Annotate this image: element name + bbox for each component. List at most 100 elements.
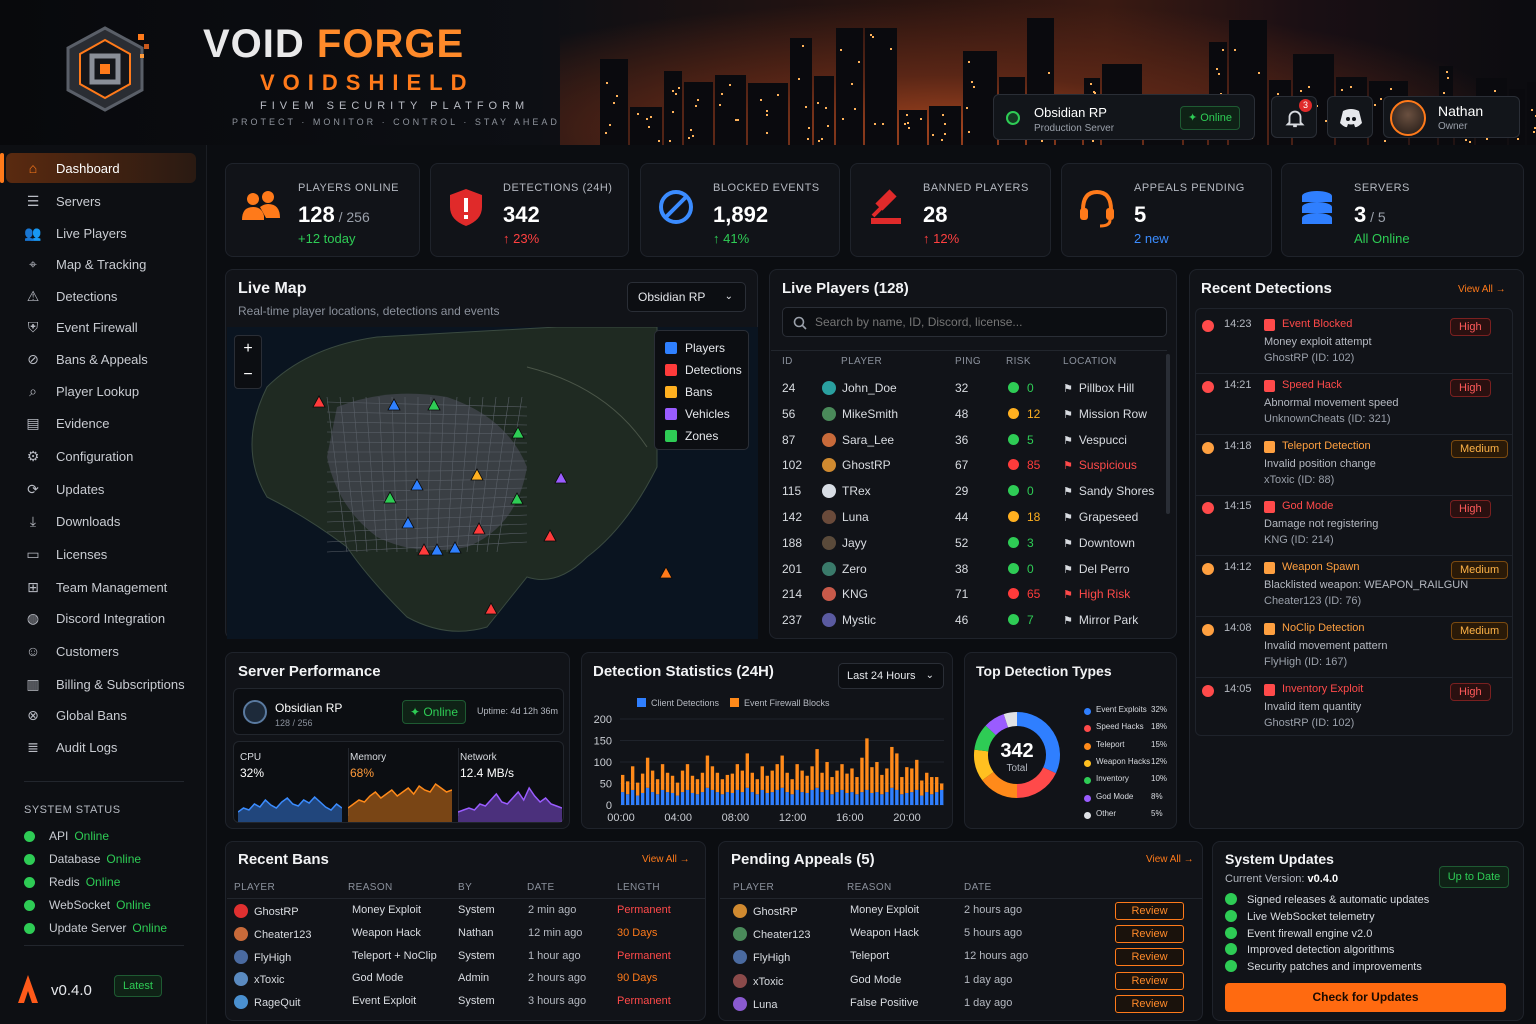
stat-card-servers[interactable]: SERVERS 3 / 5 All Online [1281,163,1524,257]
sidebar-item-evidence[interactable]: ▤ Evidence [6,408,196,438]
zoom-in-button[interactable]: + [243,340,253,357]
sidebar-item-bans-appeals[interactable]: ⊘ Bans & Appeals [6,344,196,374]
sidebar-item-configuration[interactable]: ⚙ Configuration [6,441,196,471]
zoom-out-button[interactable]: − [243,366,253,383]
review-button[interactable]: Review [1115,971,1184,990]
map-marker-icon[interactable] [511,426,525,439]
stats-range-select[interactable]: Last 24 Hours ⌄ [838,663,944,689]
appeals-view-all-link[interactable]: View All → [1146,854,1194,865]
sidebar-item-customers[interactable]: ☺ Customers [6,636,196,666]
bar-event-firewall-blocks [730,773,735,793]
detection-item[interactable]: 14:18 Teleport Detection Invalid position … [1196,438,1512,496]
appeal-player[interactable]: GhostRP [733,904,798,918]
detection-item[interactable]: 14:23 Event Blocked Money exploit attempt G… [1196,316,1512,374]
stat-card-detections-24h[interactable]: DETECTIONS (24H) 342 ↑ 23% [430,163,629,257]
map-server-select[interactable]: Obsidian RP ⌄ [627,282,746,312]
map-marker-icon[interactable] [543,529,557,542]
ban-player[interactable]: Cheater123 [234,926,312,941]
ban-icon: ⊘ [27,350,39,367]
player-name[interactable]: Sara_Lee [822,432,894,447]
sidebar-item-downloads[interactable]: ⤓ Downloads [6,506,196,536]
sidebar-item-player-lookup[interactable]: ⌕ Player Lookup [6,376,196,406]
sidebar-item-dashboard[interactable]: ⌂ Dashboard [0,153,196,183]
layer-toggle-bans[interactable]: Bans [665,385,712,399]
discord-button[interactable] [1327,96,1373,138]
stat-label: BLOCKED EVENTS [713,182,820,194]
sidebar-item-licenses[interactable]: ▭ Licenses [6,539,196,569]
player-name[interactable]: TRex [822,484,871,499]
review-button[interactable]: Review [1115,925,1184,944]
stat-card-appeals-pending[interactable]: APPEALS PENDING 5 2 new [1061,163,1272,257]
layer-toggle-vehicles[interactable]: Vehicles [665,407,730,421]
performance-server-card[interactable]: Obsidian RP 128 / 256 ✦ Online Uptime: 4… [233,688,564,735]
appeal-player[interactable]: FlyHigh [733,950,790,965]
ban-player[interactable]: GhostRP [234,904,299,918]
stat-card-players-online[interactable]: PLAYERS ONLINE 128 / 256 +12 today [225,163,420,257]
sidebar-item-detections[interactable]: ⚠ Detections [6,281,196,311]
bans-view-all-link[interactable]: View All → [642,854,690,865]
appeal-player[interactable]: Cheater123 [733,927,811,942]
layer-toggle-zones[interactable]: Zones [665,429,718,443]
sidebar-item-discord-integration[interactable]: ◍ Discord Integration [6,603,196,633]
recent-bans-title: Recent Bans [238,851,329,868]
map-marker-icon[interactable] [401,516,415,529]
check-updates-button[interactable]: Check for Updates [1225,983,1506,1012]
appeal-player[interactable]: Luna [733,996,777,1011]
layer-toggle-detections[interactable]: Detections [665,363,742,377]
sidebar-item-global-bans[interactable]: ⊗ Global Bans [6,700,196,730]
map-marker-icon[interactable] [430,543,444,556]
user-menu[interactable]: Nathan Owner [1383,96,1520,138]
sidebar-item-servers[interactable]: ☰ Servers [6,186,196,216]
map-marker-icon[interactable] [312,395,326,408]
player-name[interactable]: MikeSmith [822,406,898,421]
detections-view-all-link[interactable]: View All → [1458,284,1506,295]
player-name[interactable]: KNG [822,587,868,602]
map-marker-icon[interactable] [554,471,568,484]
player-search-input[interactable] [782,307,1167,337]
appeal-player[interactable]: xToxic [733,973,784,988]
detection-item[interactable]: 14:21 Speed Hack Abnormal movement speed Un… [1196,377,1512,435]
detection-item[interactable]: 14:12 Weapon Spawn Blacklisted weapon: WEA… [1196,559,1512,618]
server-switcher[interactable]: Obsidian RP Production Server ✦ Online [993,94,1255,140]
detection-item[interactable]: 14:05 Inventory Exploit Invalid item quant… [1196,681,1512,739]
sidebar-item-updates[interactable]: ⟳ Updates [6,474,196,504]
sidebar-item-event-firewall[interactable]: ⛨ Event Firewall [6,312,196,342]
notifications-button[interactable]: 3 [1271,96,1317,138]
player-name[interactable]: Zero [822,561,867,576]
map-marker-icon[interactable] [470,468,484,481]
player-name[interactable]: Mystic [822,613,876,628]
player-name[interactable]: John_Doe [822,381,897,395]
map-marker-icon[interactable] [448,541,462,554]
map-marker-icon[interactable] [427,398,441,411]
sidebar-item-map-tracking[interactable]: ⌖ Map & Tracking [6,249,196,279]
sidebar-item-live-players[interactable]: 👥 Live Players [6,218,196,248]
map-marker-icon[interactable] [387,398,401,411]
review-button[interactable]: Review [1115,994,1184,1013]
ban-player[interactable]: FlyHigh [234,949,291,964]
sidebar-item-team-management[interactable]: ⊞ Team Management [6,572,196,602]
player-search-field[interactable] [815,312,1155,332]
map-marker-icon[interactable] [410,478,424,491]
map-marker-icon[interactable] [659,566,673,579]
sidebar-item-audit-logs[interactable]: ≣ Audit Logs [6,732,196,762]
review-button[interactable]: Review [1115,902,1184,920]
map-marker-icon[interactable] [472,522,486,535]
player-name[interactable]: Luna [822,510,869,524]
players-scrollbar[interactable] [1166,354,1170,514]
detection-item[interactable]: 14:08 NoClip Detection Invalid movement pa… [1196,620,1512,678]
map-marker-icon[interactable] [417,543,431,556]
player-name[interactable]: Jayy [822,535,867,550]
ban-player[interactable]: xToxic [234,972,285,987]
layer-toggle-players[interactable]: Players [665,341,725,355]
map-marker-icon[interactable] [383,491,397,504]
metric-value: 32% [240,766,265,780]
player-name[interactable]: GhostRP [822,458,891,473]
stat-card-banned-players[interactable]: BANNED PLAYERS 28 ↑ 12% [850,163,1051,257]
stat-card-blocked-events[interactable]: BLOCKED EVENTS 1,892 ↑ 41% [640,163,840,257]
map-marker-icon[interactable] [510,492,524,505]
ban-player[interactable]: RageQuit [234,995,300,1010]
map-marker-icon[interactable] [484,602,498,615]
sidebar-item-billing-subscriptions[interactable]: ▥ Billing & Subscriptions [6,669,196,699]
review-button[interactable]: Review [1115,948,1184,967]
detection-item[interactable]: 14:15 God Mode Damage not registering KNG (… [1196,498,1512,557]
